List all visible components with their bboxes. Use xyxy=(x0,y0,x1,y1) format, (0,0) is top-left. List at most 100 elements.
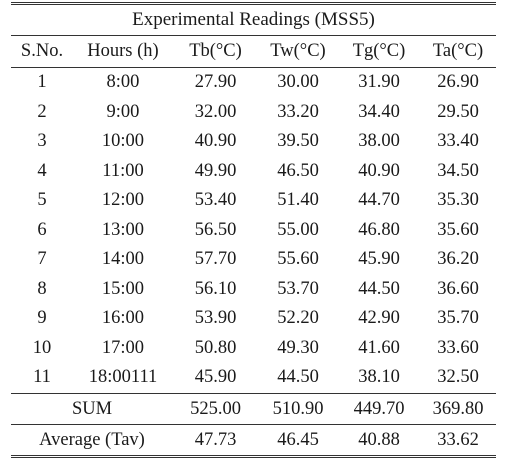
cell-tw: 55.00 xyxy=(277,219,319,240)
cell-sno: 4 xyxy=(37,160,47,181)
title-rule xyxy=(11,35,496,36)
table-row: 11 18:00111 45.90 44.50 38.10 32.50 xyxy=(11,363,496,393)
cell-tb: 57.70 xyxy=(194,249,237,269)
cell-hours: 13:00 xyxy=(101,219,145,240)
table-row: 9 16:00 53.90 52.20 42.90 35.70 xyxy=(11,304,496,334)
readings-table: Experimental Readings (MSS5) S.No. Hours… xyxy=(11,2,496,458)
cell-tw: 53.70 xyxy=(277,278,319,299)
cell-hours: 17:00 xyxy=(101,337,145,358)
header-ta: Ta(°C) xyxy=(432,41,484,61)
cell-hours: 10:00 xyxy=(101,131,145,151)
header-tw: Tw(°C) xyxy=(270,41,326,61)
cell-sno: 7 xyxy=(37,249,47,269)
cell-tb: 56.50 xyxy=(194,219,237,240)
table-row: 5 12:00 53.40 51.40 44.70 35.30 xyxy=(11,186,496,216)
cell-ta: 29.50 xyxy=(437,101,479,122)
cell-sno: 5 xyxy=(37,190,47,210)
sum-label: SUM xyxy=(71,398,113,419)
cell-tw: 55.60 xyxy=(277,249,319,269)
sum-row: SUM 525.00 510.90 449.70 369.80 xyxy=(11,394,496,424)
sum-rule xyxy=(11,392,496,394)
cell-ta: 36.60 xyxy=(437,278,479,299)
header-row: S.No. Hours (h) Tb(°C) Tw(°C) Tg(°C) Ta(… xyxy=(11,36,496,67)
cell-tg: 44.70 xyxy=(358,190,400,210)
cell-tg: 34.40 xyxy=(358,101,400,122)
cell-tw: 44.50 xyxy=(277,367,319,387)
cell-ta: 26.90 xyxy=(437,72,479,92)
cell-tw: 49.30 xyxy=(277,337,319,358)
cell-hours: 8:00 xyxy=(106,72,140,92)
sum-tb: 525.00 xyxy=(190,398,241,419)
cell-ta: 35.60 xyxy=(437,219,479,240)
table-row: 7 14:00 57.70 55.60 45.90 36.20 xyxy=(11,245,496,275)
cell-tw: 46.50 xyxy=(277,160,319,181)
cell-tw: 39.50 xyxy=(277,131,319,151)
cell-tw: 51.40 xyxy=(277,190,319,210)
bottom-rule xyxy=(11,454,496,458)
cell-ta: 33.40 xyxy=(437,131,479,151)
cell-sno: 9 xyxy=(37,308,47,328)
cell-hours: 15:00 xyxy=(101,278,145,299)
average-label: Average (Tav) xyxy=(39,429,145,450)
table-row: 8 15:00 56.10 53.70 44.50 36.60 xyxy=(11,275,496,305)
cell-ta: 34.50 xyxy=(437,160,479,181)
cell-tg: 46.80 xyxy=(358,219,400,240)
header-tb: Tb(°C) xyxy=(189,41,242,61)
cell-tb: 50.80 xyxy=(194,337,237,358)
cell-ta: 35.70 xyxy=(437,308,479,328)
table-title: Experimental Readings (MSS5) xyxy=(132,9,375,30)
cell-hours: 12:00 xyxy=(101,190,145,210)
cell-sno: 3 xyxy=(37,131,47,151)
table-row: 1 8:00 27.90 30.00 31.90 26.90 xyxy=(11,68,496,98)
cell-tw: 33.20 xyxy=(277,101,319,122)
cell-tb: 45.90 xyxy=(194,367,237,387)
header-sno: S.No. xyxy=(20,41,64,61)
table-row: 2 9:00 32.00 33.20 34.40 29.50 xyxy=(11,98,496,128)
average-ta: 33.62 xyxy=(437,429,479,450)
cell-tw: 52.20 xyxy=(277,308,319,328)
cell-hours: 16:00 xyxy=(101,308,145,328)
cell-tb: 53.90 xyxy=(194,308,237,328)
cell-tb: 40.90 xyxy=(194,131,237,151)
sum-ta: 369.80 xyxy=(432,398,484,419)
cell-tg: 40.90 xyxy=(358,160,400,181)
sum-tw: 510.90 xyxy=(272,398,324,419)
cell-tg: 42.90 xyxy=(358,308,400,328)
cell-sno: 11 xyxy=(33,367,51,387)
header-tg: Tg(°C) xyxy=(352,41,406,61)
cell-ta: 33.60 xyxy=(437,337,479,358)
average-row: Average (Tav) 47.73 46.45 40.88 33.62 xyxy=(11,425,496,455)
header-hours: Hours (h) xyxy=(87,41,159,61)
table-row: 4 11:00 49.90 46.50 40.90 34.50 xyxy=(11,157,496,187)
table-row: 3 10:00 40.90 39.50 38.00 33.40 xyxy=(11,127,496,157)
cell-tb: 49.90 xyxy=(194,160,237,181)
cell-tw: 30.00 xyxy=(277,72,319,92)
cell-ta: 36.20 xyxy=(437,249,479,269)
cell-tb: 56.10 xyxy=(194,278,237,299)
cell-ta: 32.50 xyxy=(437,367,479,387)
cell-hours: 9:00 xyxy=(106,101,140,122)
cell-tb: 27.90 xyxy=(194,72,237,92)
cell-tg: 31.90 xyxy=(358,72,400,92)
table-body: 1 8:00 27.90 30.00 31.90 26.90 2 9:00 32.00 33.20… xyxy=(11,68,496,393)
cell-tg: 38.10 xyxy=(358,367,400,387)
cell-sno: 10 xyxy=(32,337,52,358)
top-rule xyxy=(11,2,496,5)
sum-tg: 449.70 xyxy=(353,398,405,419)
table-row: 6 13:00 56.50 55.00 46.80 35.60 xyxy=(11,216,496,246)
cell-hours: 11:00 xyxy=(102,160,144,181)
cell-tg: 45.90 xyxy=(358,249,400,269)
cell-hours: 18:00111 xyxy=(88,367,158,387)
table-row: 10 17:00 50.80 49.30 41.60 33.60 xyxy=(11,334,496,364)
cell-tg: 44.50 xyxy=(358,278,400,299)
cell-hours: 14:00 xyxy=(101,249,145,269)
header-rule xyxy=(11,67,496,68)
cell-sno: 2 xyxy=(37,101,47,122)
cell-tb: 53.40 xyxy=(194,190,237,210)
cell-sno: 8 xyxy=(37,278,47,299)
cell-tb: 32.00 xyxy=(194,101,237,122)
cell-tg: 38.00 xyxy=(358,131,400,151)
cell-sno: 1 xyxy=(37,72,47,92)
average-tw: 46.45 xyxy=(277,429,319,450)
cell-sno: 6 xyxy=(37,219,47,240)
